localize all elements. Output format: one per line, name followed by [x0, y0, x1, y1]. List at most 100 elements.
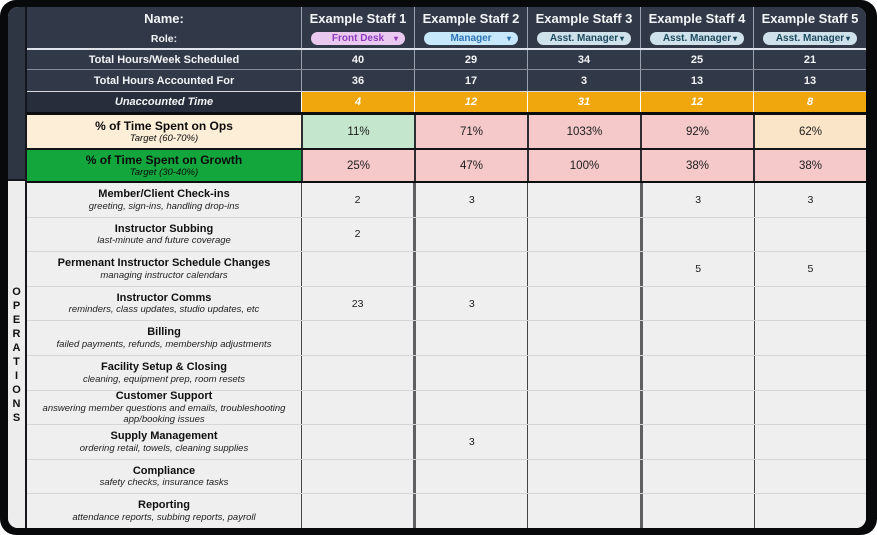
scheduled-hours-cell[interactable]: 29 — [414, 50, 527, 69]
task-value-cell[interactable] — [301, 494, 413, 528]
task-value-cell[interactable]: 5 — [753, 252, 866, 286]
role-cell: Asst. Manager ▾ — [640, 29, 753, 48]
task-value-cell[interactable]: 3 — [413, 183, 527, 217]
task-value-cell[interactable] — [753, 286, 866, 321]
scheduled-hours-cell[interactable]: 25 — [640, 50, 753, 69]
task-value-cell[interactable] — [639, 390, 754, 425]
role-dropdown-value: Front Desk — [331, 33, 385, 44]
task-row: Supply Management ordering retail, towel… — [27, 424, 866, 459]
task-value-cell[interactable] — [301, 390, 413, 425]
task-value-cell[interactable]: 3 — [639, 183, 754, 217]
growth-percent-cell: 47% — [414, 150, 527, 181]
role-dropdown[interactable]: Asst. Manager ▾ — [537, 32, 631, 45]
growth-percent-cell: 100% — [527, 150, 640, 181]
task-value-cell[interactable] — [527, 494, 639, 528]
task-row: Reporting attendance reports, subbing re… — [27, 493, 866, 528]
task-title: Reporting — [138, 499, 190, 512]
task-label-cell: Compliance safety checks, insurance task… — [27, 460, 301, 494]
task-value-cell[interactable]: 2 — [301, 217, 413, 252]
task-row: Instructor Comms reminders, class update… — [27, 285, 866, 321]
task-value-cell[interactable] — [753, 390, 866, 425]
chevron-down-icon: ▾ — [845, 33, 850, 43]
task-value-cell[interactable] — [527, 425, 639, 459]
task-value-cell[interactable]: 5 — [639, 252, 754, 286]
ops-percent-title: % of Time Spent on Ops — [95, 118, 233, 133]
accounted-hours-cell: 3 — [527, 70, 640, 91]
task-value-cell[interactable] — [527, 252, 639, 286]
scheduled-row-label: Total Hours/Week Scheduled — [88, 53, 240, 66]
task-value-cell[interactable] — [413, 217, 527, 252]
task-value-cell[interactable] — [413, 321, 527, 355]
role-dropdown[interactable]: Manager ▾ — [424, 32, 518, 45]
task-row: Billing failed payments, refunds, member… — [27, 320, 866, 355]
task-row: Instructor Subbing last-minute and futur… — [27, 216, 866, 252]
role-dropdown[interactable]: Asst. Manager ▾ — [763, 32, 857, 45]
scheduled-hours-cell[interactable]: 40 — [301, 50, 414, 69]
ops-percent-cell: 62% — [753, 115, 866, 148]
task-value-cell[interactable]: 2 — [301, 183, 413, 217]
task-value-cell[interactable] — [301, 425, 413, 459]
task-value-cell[interactable] — [527, 217, 639, 252]
role-dropdown[interactable]: Front Desk ▾ — [311, 32, 405, 45]
task-value-cell[interactable] — [413, 355, 527, 390]
task-value-cell[interactable] — [639, 286, 754, 321]
task-value-cell[interactable] — [639, 355, 754, 390]
unaccounted-time-cell: 31 — [527, 92, 640, 112]
task-title: Instructor Comms — [116, 291, 212, 304]
staff-name-cell: Example Staff 4 — [640, 7, 753, 29]
task-value-cell[interactable] — [753, 355, 866, 390]
scheduled-hours-cell[interactable]: 21 — [753, 50, 866, 69]
task-title: Supply Management — [110, 430, 218, 443]
task-row: Member/Client Check-ins greeting, sign-i… — [27, 183, 866, 217]
task-value-cell[interactable] — [639, 459, 754, 494]
task-value-cell[interactable] — [301, 321, 413, 355]
task-title: Instructor Subbing — [114, 222, 214, 235]
task-value-cell[interactable] — [413, 390, 527, 425]
role-cell: Asst. Manager ▾ — [527, 29, 640, 48]
task-value-cell[interactable] — [753, 494, 866, 528]
task-value-cell[interactable] — [639, 494, 754, 528]
task-value-cell[interactable] — [753, 459, 866, 494]
task-value-cell[interactable]: 3 — [413, 286, 527, 321]
task-value-cell[interactable] — [639, 425, 754, 459]
task-value-cell[interactable] — [301, 355, 413, 390]
task-value-cell[interactable] — [301, 459, 413, 494]
task-value-cell[interactable] — [527, 459, 639, 494]
task-value-cell[interactable] — [301, 252, 413, 286]
task-value-cell[interactable] — [639, 217, 754, 252]
task-title: Facility Setup & Closing — [101, 361, 227, 374]
name-row-label: Name: — [144, 10, 184, 26]
task-title: Member/Client Check-ins — [98, 188, 230, 201]
task-value-cell[interactable] — [413, 459, 527, 494]
task-value-cell[interactable] — [527, 183, 639, 217]
task-subtitle: ordering retail, towels, cleaning suppli… — [79, 442, 249, 454]
ops-percent-cell: 71% — [414, 115, 527, 148]
role-dropdown-value: Asst. Manager — [775, 33, 845, 44]
task-value-cell[interactable]: 3 — [413, 425, 527, 459]
task-value-cell[interactable] — [527, 355, 639, 390]
task-value-cell[interactable] — [753, 321, 866, 355]
task-value-cell[interactable] — [753, 425, 866, 459]
role-cell: Front Desk ▾ — [301, 29, 414, 48]
task-value-cell[interactable] — [527, 321, 639, 355]
task-subtitle: safety checks, insurance tasks — [99, 477, 229, 489]
task-value-cell[interactable] — [527, 286, 639, 321]
task-value-cell[interactable]: 23 — [301, 286, 413, 321]
scheduled-hours-cell[interactable]: 34 — [527, 50, 640, 69]
task-value-cell[interactable] — [753, 217, 866, 252]
ops-percent-cell: 1033% — [527, 115, 640, 148]
task-subtitle: greeting, sign-ins, handling drop-ins — [88, 200, 240, 212]
accounted-hours-row: Total Hours Accounted For 36 17 3 13 13 — [27, 69, 866, 91]
task-value-cell[interactable] — [413, 252, 527, 286]
accounted-row-label: Total Hours Accounted For — [93, 74, 235, 87]
task-value-cell[interactable] — [639, 321, 754, 355]
unaccounted-time-cell: 12 — [640, 92, 753, 112]
task-value-cell[interactable] — [527, 390, 639, 425]
growth-percent-target: Target (30-40%) — [129, 166, 199, 178]
task-value-cell[interactable] — [413, 494, 527, 528]
task-title: Compliance — [132, 464, 196, 477]
task-row: Customer Support answering member questi… — [27, 389, 866, 425]
role-dropdown[interactable]: Asst. Manager ▾ — [650, 32, 744, 45]
task-value-cell[interactable]: 3 — [753, 183, 866, 217]
